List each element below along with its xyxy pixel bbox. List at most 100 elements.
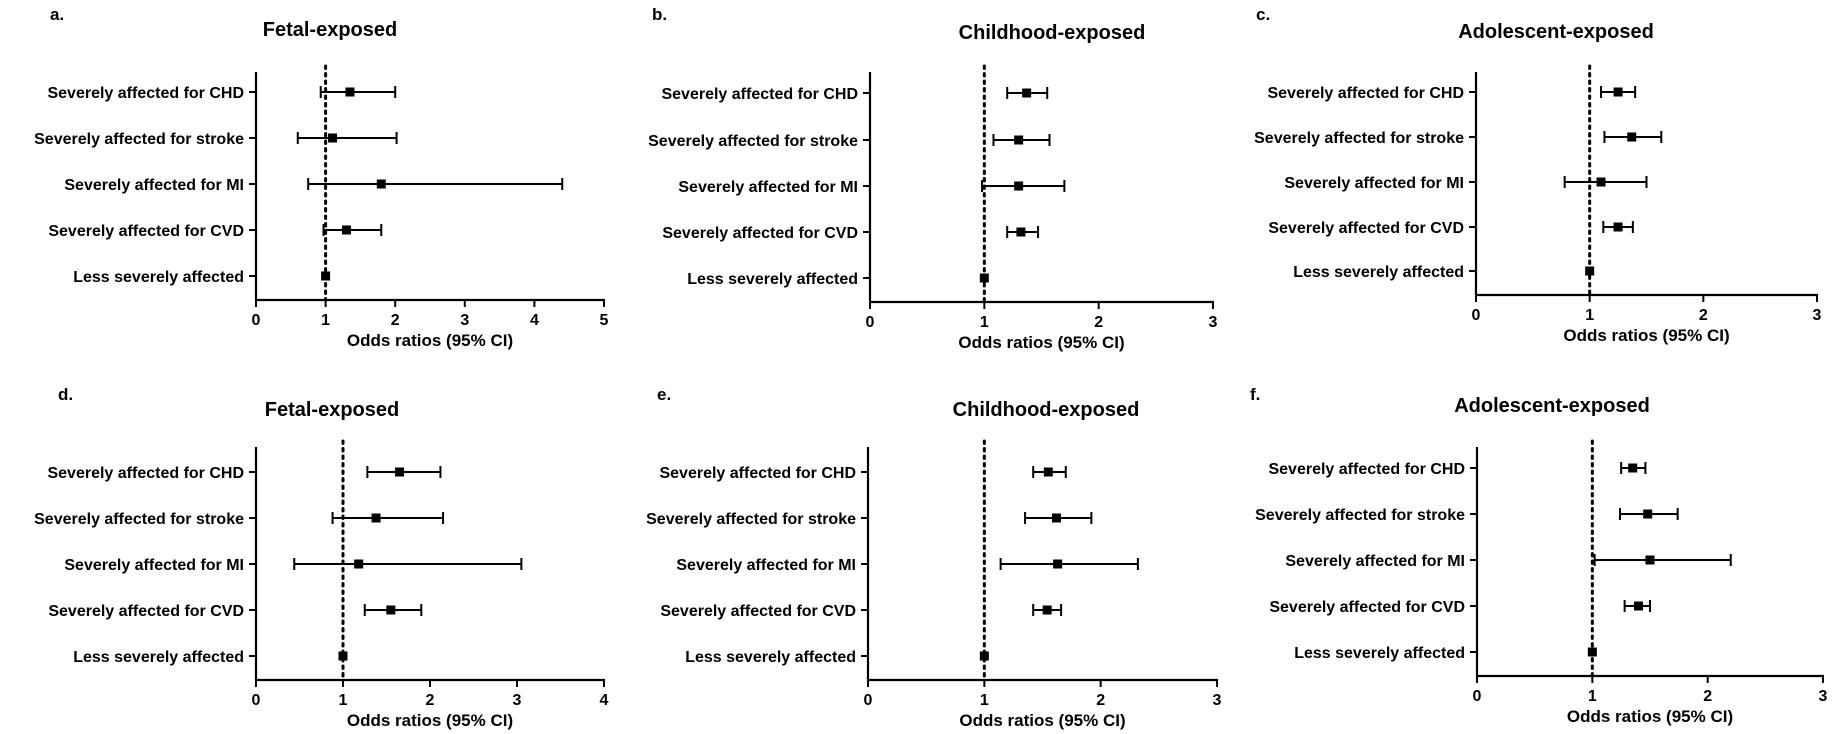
x-axis-label: Odds ratios (95% CI) (347, 711, 513, 730)
category-label: Less severely affected (1293, 264, 1464, 281)
category-label: Severely affected for CVD (1269, 599, 1465, 616)
odds-ratio-point (1587, 647, 1597, 657)
category-label: Severely affected for CVD (48, 223, 244, 240)
category-label: Severely affected for CVD (660, 603, 856, 620)
category-label: Severely affected for CHD (47, 85, 244, 102)
panel-c: c. Adolescent-exposed 0 1 2 3 Odds ratios (95%… (1254, 5, 1821, 345)
category-label: Severely affected for stroke (648, 133, 858, 150)
category-label: Severely affected for stroke (1255, 507, 1465, 524)
odds-ratio-point (1014, 135, 1024, 145)
x-tick-label: 2 (426, 692, 435, 709)
odds-ratio-point (1645, 555, 1655, 565)
category-label: Severely affected for CHD (1268, 461, 1465, 478)
x-tick-label: 0 (252, 312, 261, 329)
category-label: Severely affected for CHD (661, 86, 858, 103)
x-tick-label: 3 (1209, 314, 1218, 331)
odds-ratio-point (1016, 227, 1026, 237)
x-tick-label: 2 (1703, 688, 1712, 705)
odds-ratio-point (1585, 266, 1595, 276)
x-tick-label: 0 (1473, 688, 1482, 705)
odds-ratio-point (341, 225, 351, 235)
x-tick-label: 3 (1213, 692, 1222, 709)
x-tick-label: 1 (980, 314, 989, 331)
odds-ratio-point (1613, 222, 1623, 232)
panel-letter: c. (1256, 5, 1270, 24)
odds-ratio-point (338, 651, 348, 661)
odds-ratio-point (1051, 513, 1061, 523)
category-label: Severely affected for stroke (646, 511, 856, 528)
panel-d: d. Fetal-exposed 0 1 2 3 4 Odds ratios (95% CI)… (34, 385, 608, 730)
category-label: Severely affected for MI (64, 177, 244, 194)
panel-title: Childhood-exposed (953, 399, 1140, 421)
odds-ratio-point (1627, 132, 1637, 142)
category-label: Less severely affected (685, 649, 856, 666)
category-label: Less severely affected (687, 271, 858, 288)
category-label: Severely affected for CVD (662, 225, 858, 242)
category-label: Less severely affected (73, 649, 244, 666)
odds-ratio-point (1596, 177, 1606, 187)
panel-e: e. Childhood-exposed 0 1 2 3 Odds ratios (95% … (646, 385, 1221, 730)
odds-ratio-point (979, 273, 989, 283)
panel-f: f. Adolescent-exposed 0 1 2 3 Odds ratios (95%… (1250, 385, 1828, 726)
odds-ratio-point (1633, 601, 1643, 611)
panel-letter: f. (1250, 385, 1260, 404)
x-tick-label: 0 (864, 692, 873, 709)
odds-ratio-point (386, 605, 396, 615)
x-tick-label: 1 (980, 692, 989, 709)
category-label: Severely affected for stroke (34, 131, 244, 148)
odds-ratio-point (1643, 509, 1653, 519)
panel-a: a. Fetal-exposed 0 1 2 3 4 5 Odds ratios (95% CI… (34, 5, 608, 350)
category-label: Severely affected for MI (678, 179, 858, 196)
odds-ratio-point (328, 133, 338, 143)
x-tick-label: 0 (866, 314, 875, 331)
x-tick-label: 5 (600, 312, 609, 329)
odds-ratio-point (1043, 467, 1053, 477)
panel-title: Adolescent-exposed (1454, 395, 1650, 417)
category-label: Severely affected for stroke (34, 511, 244, 528)
x-axis-label: Odds ratios (95% CI) (1567, 707, 1733, 726)
panel-title: Childhood-exposed (959, 22, 1146, 44)
odds-ratio-point (354, 559, 364, 569)
x-tick-label: 3 (1813, 307, 1822, 324)
x-tick-label: 4 (600, 692, 609, 709)
x-tick-label: 1 (1585, 307, 1594, 324)
category-label: Severely affected for CHD (659, 465, 856, 482)
category-label: Severely affected for MI (64, 557, 244, 574)
x-tick-label: 4 (530, 312, 539, 329)
odds-ratio-point (1042, 605, 1052, 615)
x-tick-label: 1 (1588, 688, 1597, 705)
panel-letter: d. (58, 385, 73, 404)
x-tick-label: 0 (252, 692, 261, 709)
x-axis-label: Odds ratios (95% CI) (347, 331, 513, 350)
odds-ratio-point (1613, 87, 1623, 97)
panel-title: Fetal-exposed (263, 19, 397, 41)
odds-ratio-point (371, 513, 381, 523)
category-label: Less severely affected (1294, 645, 1465, 662)
x-tick-label: 0 (1472, 307, 1481, 324)
category-label: Severely affected for CHD (47, 465, 244, 482)
x-tick-label: 2 (1094, 314, 1103, 331)
x-tick-label: 2 (1096, 692, 1105, 709)
category-label: Severely affected for MI (676, 557, 856, 574)
x-tick-label: 3 (460, 312, 469, 329)
odds-ratio-point (979, 651, 989, 661)
x-axis-label: Odds ratios (95% CI) (1563, 326, 1729, 345)
category-label: Severely affected for CHD (1267, 85, 1464, 102)
odds-ratio-point (1628, 463, 1638, 473)
odds-ratio-point (321, 271, 331, 281)
category-label: Less severely affected (73, 269, 244, 286)
odds-ratio-point (1022, 88, 1032, 98)
panel-title: Fetal-exposed (265, 399, 399, 421)
x-tick-label: 1 (339, 692, 348, 709)
panel-letter: a. (50, 5, 64, 24)
panel-title: Adolescent-exposed (1458, 21, 1654, 43)
odds-ratio-point (345, 87, 355, 97)
panel-letter: b. (652, 5, 667, 24)
category-label: Severely affected for MI (1285, 553, 1465, 570)
x-tick-label: 1 (321, 312, 330, 329)
odds-ratio-point (395, 467, 405, 477)
x-tick-label: 2 (1699, 307, 1708, 324)
panel-b: b. Childhood-exposed 0 1 2 3 Odds ratios (95% … (648, 5, 1217, 352)
x-axis-label: Odds ratios (95% CI) (958, 333, 1124, 352)
x-tick-label: 2 (391, 312, 400, 329)
